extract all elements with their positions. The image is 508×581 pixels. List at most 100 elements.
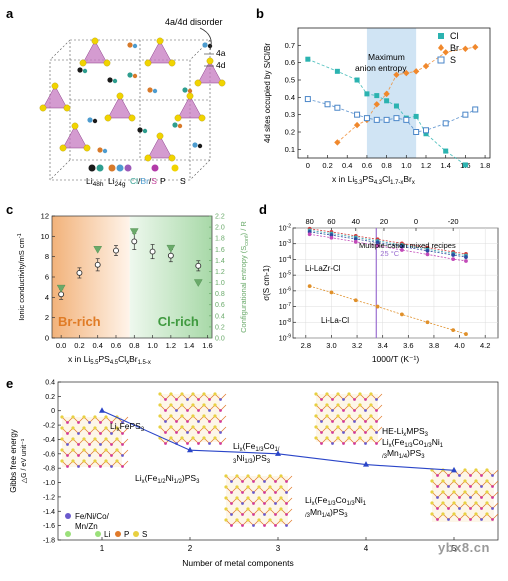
legend-li24g: Li24g <box>108 176 126 188</box>
y-right-tick-label: 0.6 <box>215 302 225 309</box>
structure-legend: Li48h Li24g Cl/Br/S P S <box>86 164 186 188</box>
point-S <box>413 129 420 135</box>
y-tick-label: -1.8 <box>43 538 55 545</box>
x-axis-title: x in Li5.3PS4.3Cl1.7-xBrx <box>332 174 415 186</box>
y-right-tick-label: 1.8 <box>215 236 225 243</box>
structure-tile-1 <box>60 415 129 468</box>
x-tick-label: 5 <box>452 544 457 553</box>
x-tick-label: 1.8 <box>480 161 490 170</box>
point-mixed-3 <box>425 248 430 253</box>
point-Li-La-Cl <box>464 332 468 336</box>
top-tick-label: 0 <box>414 217 418 226</box>
ps4-tetrahedron-4 <box>62 125 88 149</box>
point-label-5-line-0: HE-LixMPS3 <box>382 426 429 438</box>
conductivity-point <box>149 248 156 255</box>
point-label-5-line-2: /3Mn1/4)PS3 <box>382 448 425 460</box>
y-tick-label: 10-8 <box>279 318 291 327</box>
li-atom <box>147 87 153 93</box>
ps4-tetrahedron-0 <box>82 40 108 64</box>
chart-e-gibbs-free-energy: e 1 2 3 4 5 0.4 0.2 0 -0.2 -0.4 -0.6 -0.8 -1.0 -1.2 -1… <box>6 376 499 568</box>
y-right-tick-label: 2.2 <box>215 214 225 221</box>
y-right-tick-label: 1.2 <box>215 269 225 276</box>
x-tick-label: 1 <box>100 544 105 553</box>
y-tick-label: -0.4 <box>43 437 55 444</box>
point-Cl <box>423 131 429 137</box>
li-atom <box>77 67 83 73</box>
structure-tile-3 <box>224 474 293 527</box>
point-Cl <box>413 113 419 119</box>
legend-label-S: S <box>450 55 456 65</box>
conductivity-point <box>167 252 174 259</box>
y-right-tick-label: 2.0 <box>215 225 225 232</box>
point-Cl <box>393 103 399 109</box>
legend-s-marker <box>133 531 139 537</box>
li-atom <box>172 122 178 128</box>
cl-rich-region <box>129 216 212 338</box>
point-Li-LaZr-Cl <box>400 248 404 252</box>
legend-li48h: Li48h <box>86 176 104 188</box>
x-tick-label: 4 <box>364 544 369 553</box>
y-tick-label: -0.2 <box>43 423 55 430</box>
entropy-point <box>166 244 176 253</box>
point-S <box>393 115 400 122</box>
point-S <box>403 116 410 123</box>
x-tick-label: 3.4 <box>377 341 387 350</box>
x-tick-label: 1.4 <box>440 161 450 170</box>
y-tick-label: 10-9 <box>279 334 291 343</box>
y-tick-label: 10-2 <box>279 224 291 233</box>
legend-p: P <box>160 176 166 186</box>
point-S <box>472 106 479 113</box>
y-right-tick-label: 0.4 <box>215 313 225 320</box>
conductivity-point <box>58 291 65 298</box>
legend-s: S <box>180 176 186 186</box>
series-line-Cl <box>307 58 466 166</box>
point-Cl <box>462 162 468 168</box>
chart-c-conductivity-entropy: c 0.0 0.2 0.4 0.6 0.8 1.0 1.2 1.4 1.6 0 2 4 6 8 10 12 0.… <box>6 202 250 366</box>
gibbs-point <box>451 466 457 473</box>
x-tick-label: 1.4 <box>184 341 194 350</box>
x-tick-label: 1.2 <box>421 161 431 170</box>
x-tick-label: 3 <box>276 544 281 553</box>
y-right-tick-label: 1.6 <box>215 247 225 254</box>
y-right-tick-label: 1.4 <box>215 258 225 265</box>
gibbs-point <box>99 407 105 413</box>
point-S <box>304 96 311 103</box>
chart-d-arrhenius: d 2.8 3.0 3.2 3.4 3.6 3.8 4.0 4.2 10-9 10-8 10-7 10… <box>259 202 499 364</box>
ps4-tetrahedron-1 <box>147 40 173 64</box>
series-line-Li-LaZr-Cl <box>309 233 467 262</box>
y-tick-label: 0.2 <box>45 394 55 401</box>
y-axis-title: 4d sites occupied by S/Cl/Br <box>263 43 272 143</box>
y-axis-title-unit: △G / eV unit⁻¹ <box>21 438 28 483</box>
gibbs-point <box>187 446 193 453</box>
x-tick-label: 4.2 <box>480 341 490 350</box>
panel-e: e 1 2 3 4 5 0.4 0.2 0 -0.2 -0.4 -0.6 -0.8 -1.0 -1.2 -1… <box>0 372 508 576</box>
point-Li-La-Cl <box>307 284 312 289</box>
y-tick-label: 0.6 <box>285 58 295 67</box>
point-Li-La-Cl <box>425 320 430 325</box>
annotation-mixed-recipes: Multiple-cation mixed recipes <box>359 241 456 250</box>
point-mixed-3 <box>329 233 334 237</box>
series-line-mixed-1 <box>309 228 467 255</box>
point-S <box>334 104 341 111</box>
y-left-tick-label: 4 <box>45 293 49 302</box>
li-atom <box>87 117 93 123</box>
point-mixed-3 <box>464 255 468 259</box>
point-Cl <box>364 91 370 97</box>
point-label-5-line-1: Lix(Fe1/3Co1/3Ni1 <box>382 437 444 449</box>
ps4-tetrahedron-5 <box>147 135 173 159</box>
point-Li-LaZr-Cl <box>425 252 430 257</box>
x-tick-label: 4.0 <box>454 341 464 350</box>
x-axis-title: x in Li5.5PS4.5ClxBr1.5-x <box>68 354 151 366</box>
point-mixed-3 <box>400 244 404 249</box>
crystal-structure-illustration: a 4a/4d disorder 4a 4d <box>6 6 226 188</box>
s-marker <box>171 164 179 172</box>
y-tick-label: -1.6 <box>43 523 55 530</box>
x-tick-label: 1.0 <box>401 161 411 170</box>
li24g-marker <box>96 164 104 172</box>
panel-label-d: d <box>259 202 267 217</box>
legend-li-marker <box>65 531 71 537</box>
li-atom <box>97 147 103 153</box>
legend-s-label: S <box>142 530 147 539</box>
point-Li-LaZr-Cl <box>375 243 380 248</box>
point-Li-La-Cl <box>400 312 404 317</box>
